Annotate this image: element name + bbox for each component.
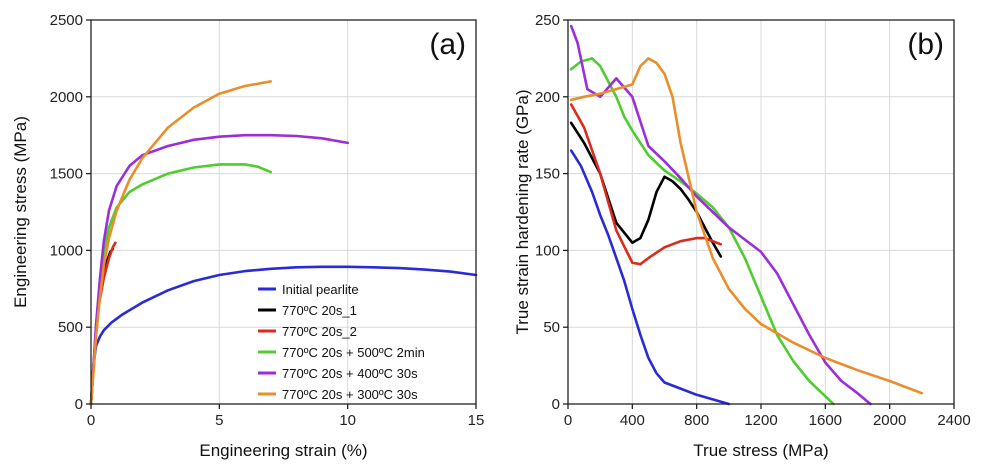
- legend-entry-4: 770ºC 20s + 400ºC 30s: [282, 366, 418, 381]
- panel-a-x-tick-label: 10: [339, 412, 356, 429]
- panel-b-y-tick-label: 50: [543, 319, 560, 336]
- panel-a-x-tick-label: 0: [87, 412, 95, 429]
- panel-b-x-tick-label: 800: [684, 412, 709, 429]
- panel-b-x-tick-label: 400: [620, 412, 645, 429]
- panel-b-y-tick-label: 150: [535, 166, 560, 183]
- panel-a-y-tick-label: 1000: [50, 242, 83, 259]
- legend: Initial pearlite 770ºC 20s_1 770ºC 20s_2 77…: [258, 282, 425, 402]
- panel-b-y-tick-label: 200: [535, 89, 560, 106]
- panel-a-x-axis-label: Engineering strain (%): [199, 441, 367, 460]
- panel-a-x-tick-label: 15: [468, 412, 485, 429]
- legend-entry-0: Initial pearlite: [282, 282, 359, 297]
- panel-a-x-tick-label: 5: [215, 412, 223, 429]
- panel-a-y-tick-label: 1500: [50, 166, 83, 183]
- panel-b-x-tick-label: 0: [564, 412, 572, 429]
- panel-b-series-line-3: [569, 57, 835, 406]
- panel-b-series-line-1: [569, 121, 723, 258]
- legend-entry-1: 770ºC 20s_1: [282, 303, 357, 318]
- legend-entry-2: 770ºC 20s_2: [282, 324, 357, 339]
- panel-b-series-line-0: [569, 149, 731, 406]
- panel-b-y-axis-label: True strain hardening rate (GPa): [513, 89, 532, 334]
- panel-a-y-axis-label: Engineering stress (MPa): [11, 116, 30, 308]
- panel-a-y-tick-label: 0: [75, 396, 83, 413]
- panel-a-y-tick-label: 2500: [50, 12, 83, 29]
- panel-b-y-tick-label: 0: [552, 396, 560, 413]
- panel-b-series-line-4: [569, 24, 872, 406]
- panel-b-y-tick-label: 250: [535, 12, 560, 29]
- panel-b-x-tick-label: 1600: [809, 412, 842, 429]
- panel-b-series-line-2: [569, 103, 723, 266]
- panel-a-panel-label: (a): [429, 28, 466, 61]
- panel-a-series-line-4: [89, 133, 350, 406]
- panel-b-x-tick-label: 1200: [744, 412, 777, 429]
- panel-b-chart: 0 400 800 1200 1600 2000 2400 0 50 100 150 200 250 Tr…: [513, 12, 971, 460]
- panel-b-x-axis-label: True stress (MPa): [693, 441, 828, 460]
- panel-a-chart: 0 5 10 15 0 500 1000 1500 2000 2500 Engineering st…: [11, 12, 484, 460]
- panel-b-series-line-5: [569, 57, 924, 395]
- panel-a-series-line-3: [89, 163, 273, 406]
- panel-a-series-line-0: [89, 265, 478, 406]
- panel-a-series-line-5: [89, 80, 273, 406]
- panel-b-x-tick-label: 2400: [937, 412, 970, 429]
- panel-a-y-tick-label: 2000: [50, 89, 83, 106]
- panel-b-x-tick-label: 2000: [873, 412, 906, 429]
- panel-a-plot-frame: [90, 19, 477, 405]
- panel-b-panel-label: (b): [907, 28, 944, 61]
- legend-entry-3: 770ºC 20s + 500ºC 2min: [282, 345, 425, 360]
- panel-a-y-tick-label: 500: [58, 319, 83, 336]
- legend-entry-5: 770ºC 20s + 300ºC 30s: [282, 387, 418, 402]
- panel-b-y-tick-label: 100: [535, 242, 560, 259]
